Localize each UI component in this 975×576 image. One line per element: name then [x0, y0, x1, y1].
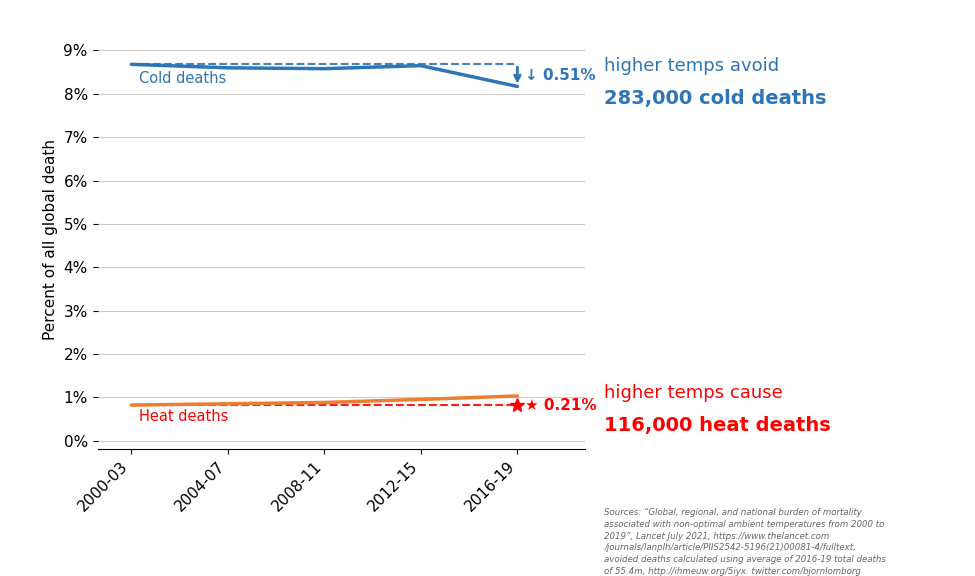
- Text: higher temps cause: higher temps cause: [604, 384, 783, 402]
- Text: Cold deaths: Cold deaths: [139, 71, 226, 86]
- Text: Sources: “Global, regional, and national burden of mortality
associated with non: Sources: “Global, regional, and national…: [604, 508, 886, 576]
- Text: higher temps avoid: higher temps avoid: [604, 56, 780, 75]
- Text: 116,000 heat deaths: 116,000 heat deaths: [604, 416, 832, 435]
- Text: ↓ 0.51%: ↓ 0.51%: [526, 68, 596, 83]
- Text: 283,000 cold deaths: 283,000 cold deaths: [604, 89, 827, 108]
- Y-axis label: Percent of all global death: Percent of all global death: [43, 139, 58, 339]
- Text: ★ 0.21%: ★ 0.21%: [526, 397, 597, 412]
- Text: Heat deaths: Heat deaths: [139, 410, 228, 425]
